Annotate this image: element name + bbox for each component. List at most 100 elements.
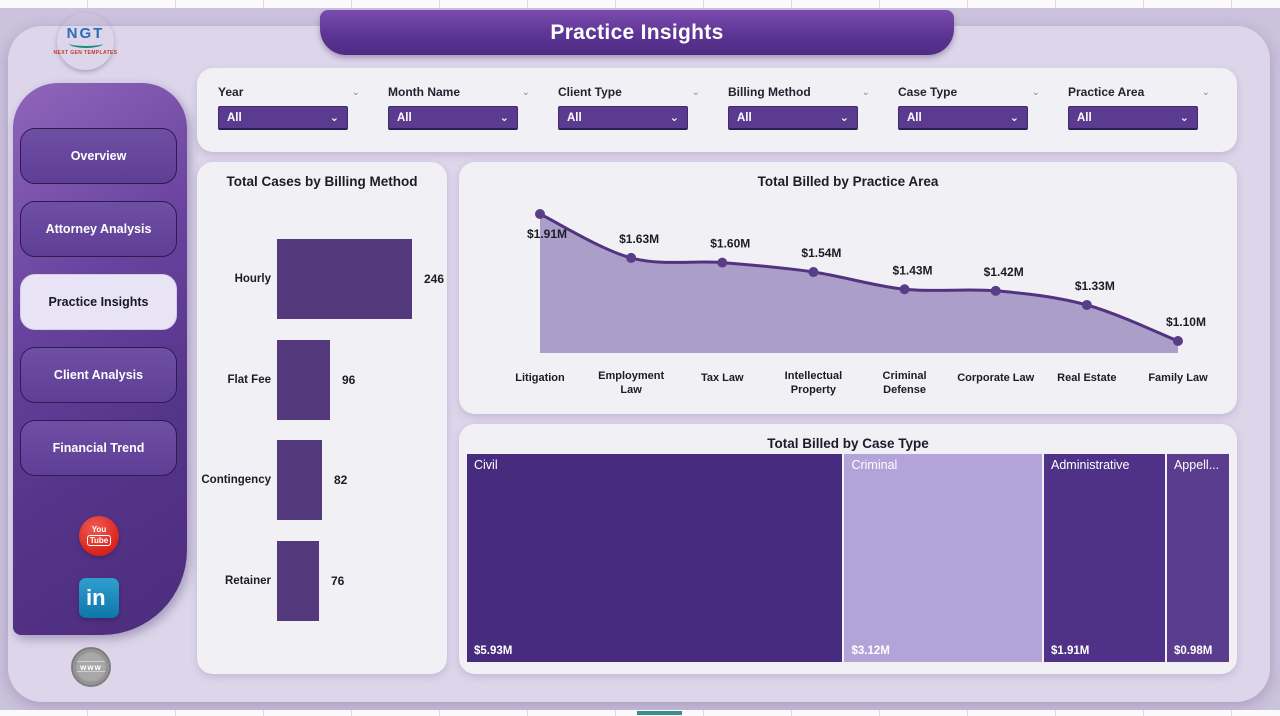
sidebar-item-overview[interactable]: Overview [20, 128, 177, 184]
area-chart-plot[interactable]: $1.91M Litigation $1.63M Employment Law $1.60… [459, 162, 1237, 414]
page-title-text: Practice Insights [550, 20, 724, 44]
bar-row-contingency: Contingency 82 [197, 440, 447, 520]
chevron-down-icon: ⌄ [1201, 86, 1210, 98]
point-value-label: $1.54M [801, 246, 841, 260]
treemap-tile-civil[interactable]: Civil $5.93M [467, 454, 843, 662]
logo-swoosh-icon [68, 39, 103, 48]
filter-case-type: Case Type ⌄ All ⌄ [898, 81, 1046, 130]
filter-header-case-type[interactable]: Case Type ⌄ [898, 81, 1040, 103]
chevron-down-icon: ⌄ [839, 112, 849, 124]
filter-dropdown-case-type[interactable]: All ⌄ [898, 106, 1028, 130]
point-value-label: $1.60M [710, 237, 750, 251]
chevron-down-icon: ⌄ [1031, 86, 1040, 98]
linkedin-icon-text: in [86, 585, 106, 610]
filter-dropdown-practice-area[interactable]: All ⌄ [1068, 106, 1198, 130]
globe-icon-inner: www [76, 652, 106, 682]
point-value-label: $1.10M [1166, 315, 1206, 329]
treemap-tile-appellate[interactable]: Appell... $0.98M [1166, 454, 1229, 662]
tile-value-label: $0.98M [1173, 645, 1213, 657]
bar-row-retainer: Retainer 76 [197, 540, 447, 621]
filter-selected-value: All [907, 111, 922, 124]
filter-practice-area: Practice Area ⌄ All ⌄ [1068, 81, 1216, 130]
company-logo: NGT NEXT GEN TEMPLATES [53, 13, 117, 70]
filter-header-month-name[interactable]: Month Name ⌄ [388, 81, 530, 103]
point-value-label: $1.63M [619, 232, 659, 246]
filter-dropdown-billing-method[interactable]: All ⌄ [728, 106, 858, 130]
data-point-employment-law[interactable] [626, 252, 637, 263]
filter-header-client-type[interactable]: Client Type ⌄ [558, 81, 700, 103]
sidebar-item-client-analysis[interactable]: Client Analysis [20, 347, 177, 403]
chevron-down-icon: ⌄ [329, 112, 339, 124]
x-axis-label: Litigation [515, 372, 565, 384]
chevron-down-icon: ⌄ [521, 86, 530, 98]
tile-category-label: Appell... [1173, 458, 1220, 472]
filter-bar: Year ⌄ All ⌄ Month Name ⌄ All ⌄ Client Type ⌄ All ⌄… [197, 68, 1237, 152]
data-point-criminal-defense[interactable] [899, 284, 910, 295]
x-axis-label: Tax Law [701, 372, 744, 384]
treemap-tile-administrative[interactable]: Administrative $1.91M [1044, 454, 1165, 662]
area-fill [540, 214, 1178, 353]
data-point-real-estate[interactable] [1081, 299, 1092, 310]
chevron-down-icon: ⌄ [499, 112, 509, 124]
bar-contingency[interactable] [277, 440, 322, 520]
bar-value-label: 76 [331, 573, 345, 588]
tile-value-label: $1.91M [1051, 645, 1090, 657]
bar-chart-title: Total Cases by Billing Method [226, 174, 418, 189]
filter-selected-value: All [737, 111, 752, 124]
chevron-down-icon: ⌄ [691, 86, 700, 98]
bar-category-label: Contingency [201, 474, 271, 486]
filter-label: Client Type [558, 85, 622, 99]
logo-subtext: NEXT GEN TEMPLATES [53, 50, 118, 56]
filter-dropdown-client-type[interactable]: All ⌄ [558, 106, 688, 130]
bar-value-label: 96 [342, 372, 356, 387]
x-axis-label: Intellectual Property [785, 370, 842, 396]
data-point-litigation[interactable] [535, 209, 545, 220]
sidebar-nav: Overview Attorney Analysis Practice Insigh… [13, 83, 187, 635]
tile-value-label: $3.12M [851, 645, 890, 657]
treemap-tile-criminal[interactable]: Criminal $3.12M [844, 454, 1043, 662]
x-axis-label: Real Estate [1057, 372, 1116, 384]
sidebar-item-practice-insights[interactable]: Practice Insights [20, 274, 177, 330]
tile-category-label: Civil [474, 458, 498, 472]
chevron-down-icon: ⌄ [351, 86, 360, 98]
data-point-family-law[interactable] [1172, 336, 1183, 347]
sidebar-item-attorney-analysis[interactable]: Attorney Analysis [20, 201, 177, 257]
bar-retainer[interactable] [277, 540, 319, 621]
chevron-down-icon: ⌄ [1009, 112, 1019, 124]
filter-dropdown-month-name[interactable]: All ⌄ [388, 106, 518, 130]
filter-year: Year ⌄ All ⌄ [218, 81, 366, 130]
bar-hourly[interactable] [277, 239, 412, 319]
youtube-icon[interactable]: You Tube [79, 516, 119, 556]
x-axis-label: Corporate Law [957, 372, 1034, 384]
youtube-icon-text1: You [91, 525, 107, 534]
linkedin-icon[interactable]: in [79, 578, 119, 618]
data-point-corporate-law[interactable] [990, 285, 1001, 296]
bottom-teal-marker [637, 711, 682, 715]
filter-label: Month Name [388, 85, 460, 99]
filter-label: Case Type [898, 85, 958, 99]
filter-header-practice-area[interactable]: Practice Area ⌄ [1068, 81, 1210, 103]
point-value-label: $1.43M [893, 263, 933, 277]
filter-billing-method: Billing Method ⌄ All ⌄ [728, 81, 876, 130]
filter-client-type: Client Type ⌄ All ⌄ [558, 81, 706, 130]
bar-category-label: Hourly [234, 273, 271, 285]
bar-row-flat-fee: Flat Fee 96 [197, 339, 447, 420]
filter-header-year[interactable]: Year ⌄ [218, 81, 360, 103]
globe-icon[interactable]: www [71, 647, 111, 687]
page-title: Practice Insights [320, 10, 954, 55]
filter-selected-value: All [567, 111, 582, 124]
filter-header-billing-method[interactable]: Billing Method ⌄ [728, 81, 870, 103]
filter-selected-value: All [227, 111, 242, 124]
filter-dropdown-year[interactable]: All ⌄ [218, 106, 348, 130]
data-point-intellectual-property[interactable] [808, 267, 819, 278]
bar-flat-fee[interactable] [277, 339, 330, 420]
bar-category-label: Flat Fee [227, 373, 271, 386]
chevron-down-icon: ⌄ [1179, 112, 1189, 124]
sidebar-item-financial-trend[interactable]: Financial Trend [20, 420, 177, 476]
treemap-plot: Civil $5.93M Criminal $3.12M Administrative $… [467, 454, 1229, 662]
treemap-panel: Total Billed by Case Type Civil $5.93M Cri… [459, 424, 1237, 674]
tile-category-label: Administrative [1051, 458, 1130, 472]
treemap-title: Total Billed by Case Type [767, 436, 929, 451]
area-chart-title: Total Billed by Practice Area [757, 174, 939, 189]
data-point-tax-law[interactable] [717, 257, 728, 268]
